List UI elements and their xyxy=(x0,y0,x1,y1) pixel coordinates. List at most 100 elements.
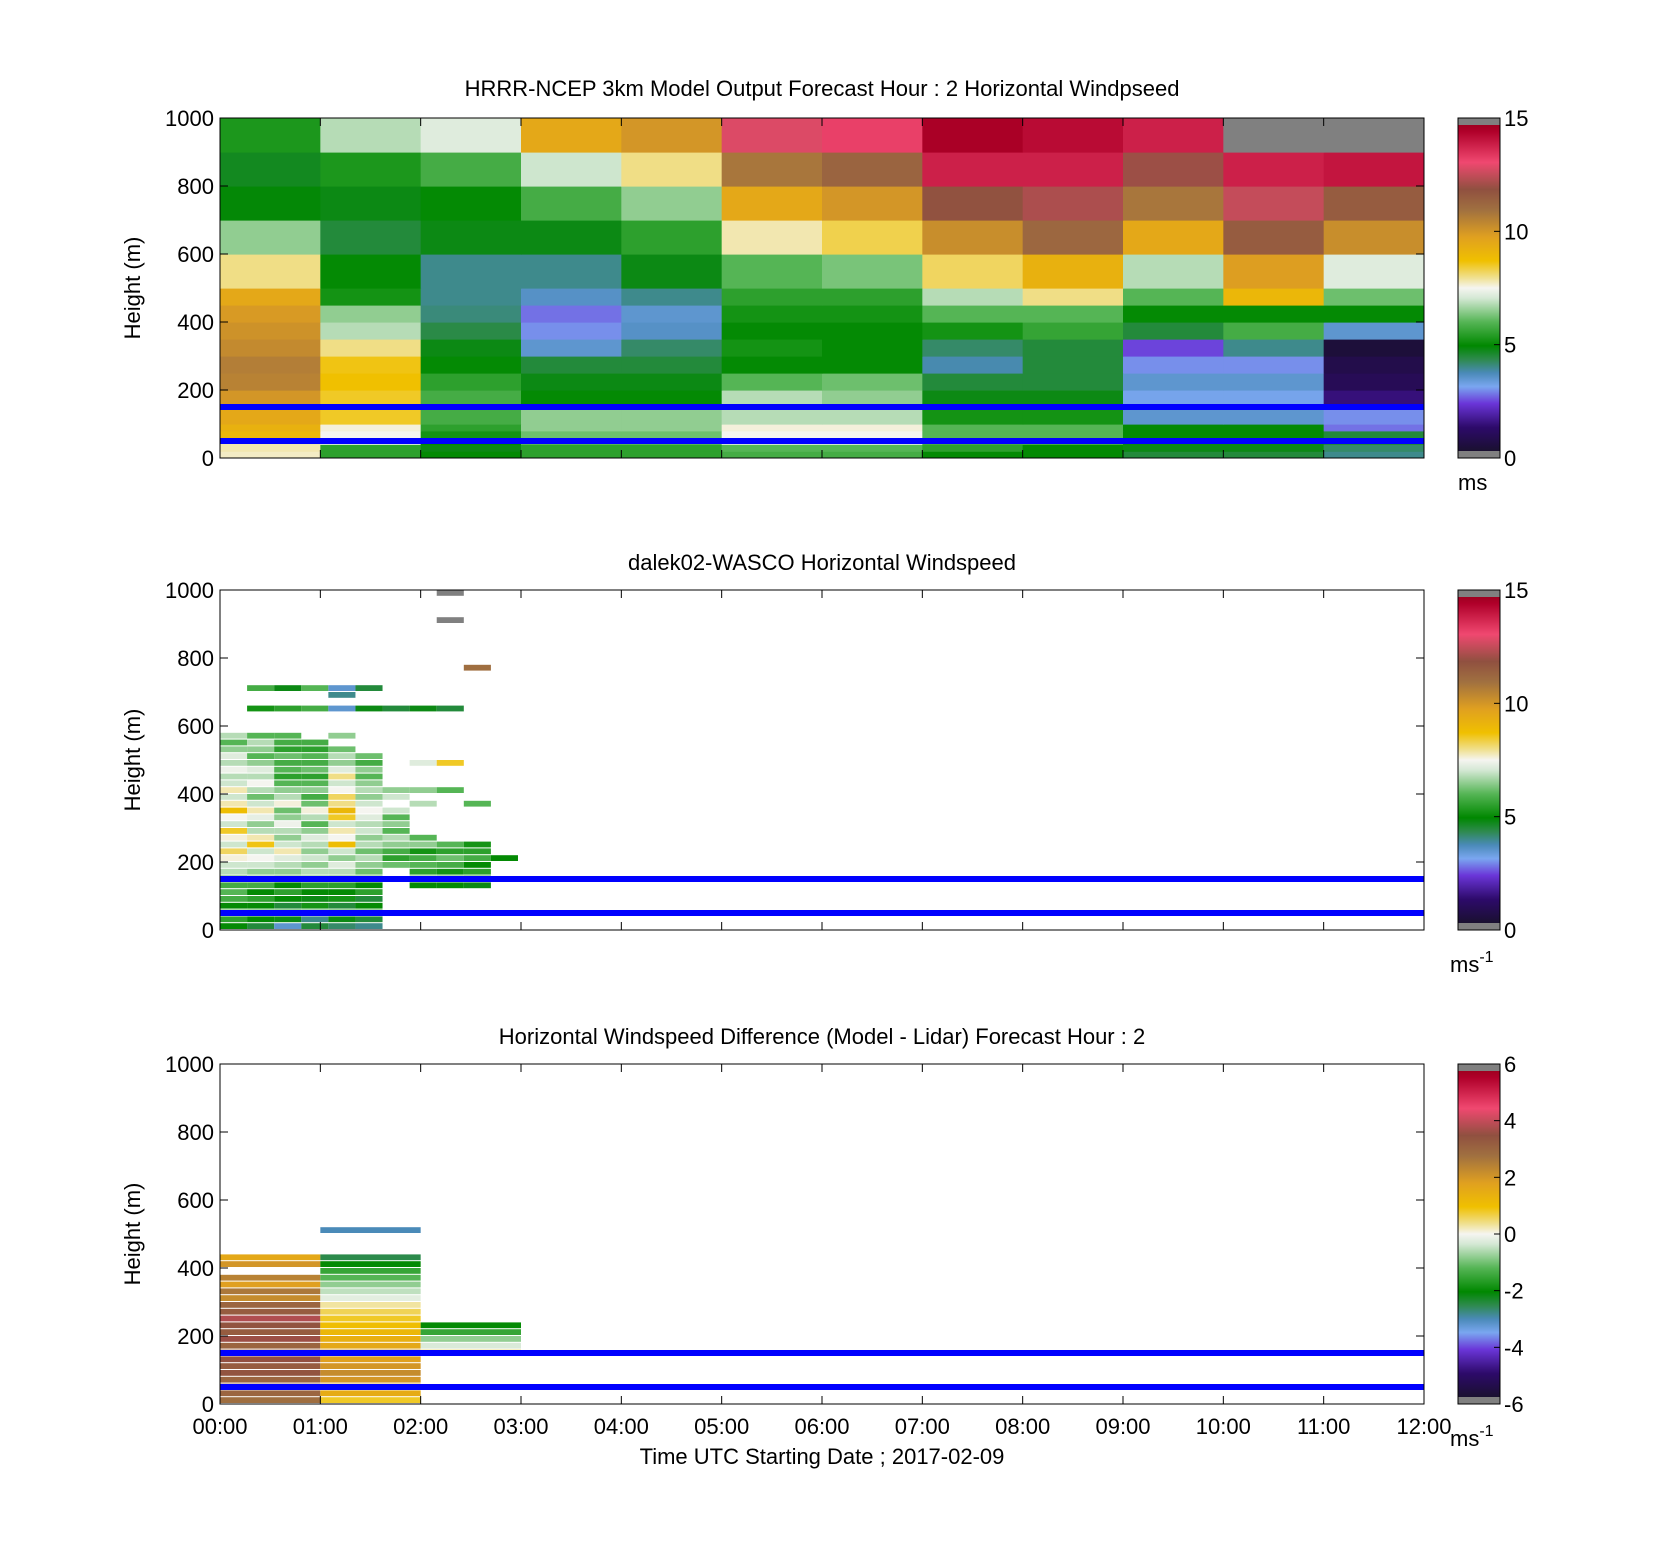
heatmap-cell xyxy=(521,322,622,340)
heatmap-cell xyxy=(301,902,329,909)
y-tick-label: 400 xyxy=(177,782,214,807)
heatmap-cell xyxy=(220,1274,321,1281)
heatmap-cell xyxy=(274,923,302,929)
heatmap-cell xyxy=(1323,424,1424,432)
colorbar-tick-label: 5 xyxy=(1504,333,1516,358)
heatmap-cell xyxy=(1123,339,1224,357)
heatmap-cell xyxy=(621,390,723,405)
heatmap-cell xyxy=(274,834,302,841)
heatmap-cell xyxy=(301,814,329,821)
heatmap-cell xyxy=(220,430,321,439)
x-tick-label: 12:00 xyxy=(1396,1414,1451,1439)
panel-difference-colorbar-unit-base: ms xyxy=(1450,1426,1479,1451)
heatmap-cell xyxy=(220,855,248,861)
heatmap-cell xyxy=(247,732,275,739)
heatmap-cell xyxy=(220,288,321,306)
heatmap-cell xyxy=(220,451,321,458)
heatmap-cell xyxy=(822,356,923,374)
heatmap-cell xyxy=(436,855,464,861)
heatmap-cell xyxy=(463,855,491,861)
heatmap-cell xyxy=(320,1390,421,1397)
heatmap-cell xyxy=(320,1288,421,1295)
y-tick-label: 600 xyxy=(177,714,214,739)
heatmap-cell xyxy=(220,1315,321,1322)
heatmap-cell xyxy=(301,889,329,895)
heatmap-cell xyxy=(301,923,329,929)
y-tick-label: 400 xyxy=(177,1256,214,1281)
heatmap-cell xyxy=(320,1342,421,1349)
heatmap-cell xyxy=(247,766,275,773)
heatmap-cell xyxy=(436,848,464,855)
panel-model: HRRR-NCEP 3km Model Output Forecast Hour… xyxy=(120,76,1528,495)
heatmap-cell xyxy=(420,305,522,323)
heatmap-cell xyxy=(1323,254,1424,289)
heatmap-cell xyxy=(409,868,437,875)
heatmap-cell xyxy=(521,288,622,306)
heatmap-cell xyxy=(420,424,522,432)
heatmap-cell xyxy=(1022,288,1124,306)
heatmap-cell xyxy=(301,855,329,861)
heatmap-cell xyxy=(621,451,723,458)
y-tick-label: 1000 xyxy=(165,1052,214,1077)
heatmap-cell xyxy=(721,118,823,153)
heatmap-cell xyxy=(220,773,248,780)
colorbar-tick-label: -6 xyxy=(1504,1392,1524,1417)
heatmap-cell xyxy=(1022,390,1124,405)
heatmap-cell xyxy=(420,288,522,306)
heatmap-cell xyxy=(320,1227,421,1233)
colorbar-tick-label: 0 xyxy=(1504,918,1516,943)
heatmap-cell xyxy=(247,834,275,841)
heatmap-cell xyxy=(220,1356,321,1363)
heatmap-cell xyxy=(301,760,329,766)
heatmap-cell xyxy=(274,739,302,746)
heatmap-cell xyxy=(490,855,518,861)
heatmap-cell xyxy=(220,1308,321,1315)
heatmap-cell xyxy=(382,787,410,793)
heatmap-cell xyxy=(1123,254,1224,289)
panel-difference: Horizontal Windspeed Difference (Model -… xyxy=(120,1024,1524,1451)
heatmap-cell xyxy=(436,841,464,848)
heatmap-cell xyxy=(355,814,383,821)
heatmap-cell xyxy=(328,868,356,875)
heatmap-cell xyxy=(621,430,723,439)
heatmap-cell xyxy=(328,834,356,841)
heatmap-cell xyxy=(463,664,491,671)
heatmap-cell xyxy=(922,118,1024,153)
heatmap-cell xyxy=(355,705,383,712)
y-tick-label: 0 xyxy=(202,1392,214,1417)
heatmap-cell xyxy=(409,848,437,855)
heatmap-cell xyxy=(409,862,437,868)
colorbar-tick-label: 2 xyxy=(1504,1165,1516,1190)
heatmap-cell xyxy=(220,1336,321,1342)
heatmap-cell xyxy=(1123,305,1224,323)
heatmap-cell xyxy=(1022,430,1124,439)
heatmap-cell xyxy=(320,1376,421,1383)
heatmap-cell xyxy=(274,685,302,691)
heatmap-cell xyxy=(721,254,823,289)
heatmap-cell xyxy=(1223,424,1325,432)
heatmap-cell xyxy=(320,444,422,452)
heatmap-cell xyxy=(922,373,1024,391)
heatmap-cell xyxy=(1223,373,1325,391)
heatmap-cell xyxy=(247,916,275,923)
heatmap-cell xyxy=(274,760,302,766)
heatmap-cell xyxy=(922,390,1024,405)
heatmap-cell xyxy=(420,356,522,374)
heatmap-cell xyxy=(220,821,248,827)
heatmap-cell xyxy=(320,1315,421,1322)
heatmap-cell xyxy=(1022,451,1124,458)
heatmap-cell xyxy=(301,807,329,814)
heatmap-cell xyxy=(320,1254,421,1261)
heatmap-cell xyxy=(721,186,823,221)
heatmap-cell xyxy=(320,1308,421,1315)
heatmap-cell xyxy=(328,841,356,848)
heatmap-cell xyxy=(436,882,464,889)
heatmap-cell xyxy=(1022,339,1124,357)
heatmap-cell xyxy=(301,848,329,855)
heatmap-cell xyxy=(1223,322,1325,340)
heatmap-cell xyxy=(463,882,491,889)
heatmap-cell xyxy=(420,430,522,439)
heatmap-cell xyxy=(328,902,356,909)
heatmap-cell xyxy=(621,186,723,221)
heatmap-cell xyxy=(521,254,622,289)
